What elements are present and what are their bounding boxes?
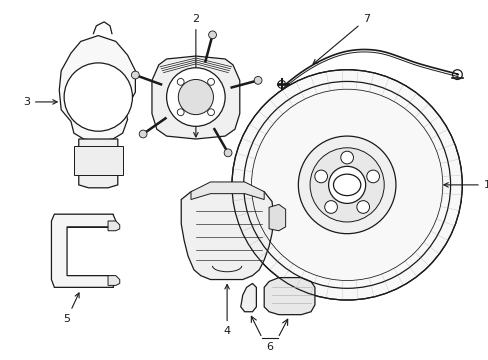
Polygon shape xyxy=(152,56,239,139)
Circle shape xyxy=(131,71,139,79)
Circle shape xyxy=(231,70,461,300)
Circle shape xyxy=(356,201,369,213)
Circle shape xyxy=(340,151,353,164)
Ellipse shape xyxy=(333,174,360,195)
Circle shape xyxy=(207,109,214,116)
Text: 4: 4 xyxy=(223,284,230,336)
Text: 5: 5 xyxy=(63,293,79,324)
Polygon shape xyxy=(79,139,118,188)
Circle shape xyxy=(178,80,213,114)
Polygon shape xyxy=(51,214,116,287)
Circle shape xyxy=(324,201,337,213)
Text: 7: 7 xyxy=(312,14,369,64)
Circle shape xyxy=(64,63,132,131)
Text: 1: 1 xyxy=(443,180,488,190)
Text: 2: 2 xyxy=(192,14,199,137)
Circle shape xyxy=(314,170,327,183)
Polygon shape xyxy=(59,36,135,141)
Circle shape xyxy=(254,76,262,84)
Polygon shape xyxy=(108,221,120,231)
Circle shape xyxy=(298,136,395,234)
Circle shape xyxy=(366,170,379,183)
Polygon shape xyxy=(264,278,314,315)
Polygon shape xyxy=(191,182,264,199)
Circle shape xyxy=(177,78,183,85)
Circle shape xyxy=(139,130,147,138)
Circle shape xyxy=(224,149,231,157)
Circle shape xyxy=(207,78,214,85)
Text: 3: 3 xyxy=(23,97,57,107)
Circle shape xyxy=(208,31,216,39)
Polygon shape xyxy=(74,146,122,175)
Text: 6: 6 xyxy=(266,342,273,352)
Circle shape xyxy=(309,148,384,222)
Polygon shape xyxy=(240,283,256,312)
Polygon shape xyxy=(268,204,285,231)
Circle shape xyxy=(328,166,365,203)
Circle shape xyxy=(166,68,224,126)
Polygon shape xyxy=(108,276,120,285)
Polygon shape xyxy=(181,188,273,280)
Circle shape xyxy=(177,109,183,116)
